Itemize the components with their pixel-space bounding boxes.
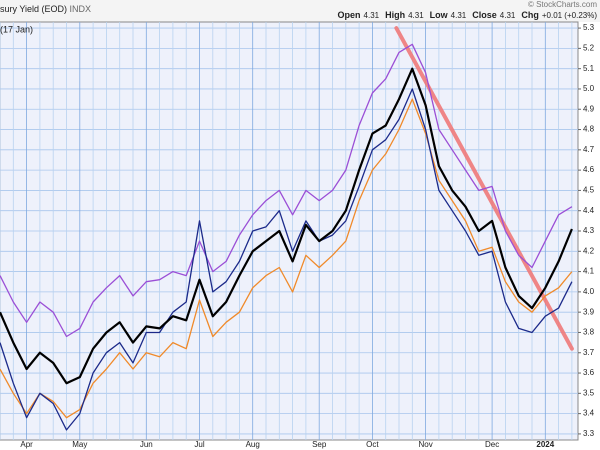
- series-line: [0, 67, 573, 385]
- y-tick-label: 4.7: [583, 145, 595, 154]
- y-tick-label: 3.6: [583, 368, 595, 377]
- copyright: © StockCharts.com: [528, 0, 597, 9]
- quote-value: +0.01 (+0.23%): [542, 11, 597, 20]
- header-bar: [0, 0, 600, 22]
- quote-value: 4.31: [500, 11, 516, 20]
- exchange: INDX: [70, 4, 92, 14]
- y-tick-label: 4.1: [583, 267, 595, 276]
- chart-title: sury Yield (EOD) INDX: [0, 4, 91, 14]
- quote-value: 4.31: [408, 11, 424, 20]
- series-line: [0, 43, 573, 338]
- y-tick-label: 3.8: [583, 328, 595, 337]
- y-tick-label: 5.2: [583, 43, 595, 52]
- y-tick-label: 3.4: [583, 409, 595, 418]
- x-tick-label: May: [72, 440, 87, 449]
- quote-label: High: [385, 10, 405, 20]
- y-tick-label: 5.3: [583, 23, 595, 32]
- x-tick-label: Jun: [140, 440, 153, 449]
- quote-label: Close: [472, 10, 497, 20]
- y-tick-label: 4.4: [583, 206, 595, 215]
- y-tick-label: 4.6: [583, 165, 595, 174]
- series-line: [0, 98, 573, 419]
- x-tick-label: Dec: [485, 440, 499, 449]
- quote-label: Low: [430, 10, 449, 20]
- x-tick-label: Sep: [312, 440, 327, 449]
- y-tick-label: 3.9: [583, 307, 595, 316]
- title: sury Yield (EOD): [0, 4, 67, 14]
- x-tick-label: Jul: [194, 440, 204, 449]
- y-tick-label: 3.5: [583, 388, 595, 397]
- y-tick-label: 4.9: [583, 104, 595, 113]
- y-tick-label: 4.0: [583, 287, 595, 296]
- y-tick-label: 5.0: [583, 84, 595, 93]
- x-tick-label: Oct: [366, 440, 379, 449]
- series-line: [0, 88, 573, 431]
- y-tick-label: 3.7: [583, 348, 595, 357]
- x-tick-label: Aug: [246, 440, 260, 449]
- y-tick-label: 4.8: [583, 125, 595, 134]
- y-tick-label: 5.1: [583, 64, 595, 73]
- quote-value: 4.31: [451, 11, 467, 20]
- y-tick-label: 3.3: [583, 429, 595, 438]
- y-tick-label: 4.2: [583, 246, 595, 255]
- quote-label: Chg: [521, 10, 539, 20]
- x-tick-label: 2024: [536, 440, 554, 449]
- date-note: (17 Jan): [0, 24, 33, 34]
- y-tick-label: 4.5: [583, 186, 595, 195]
- quote-line: Open 4.31 High 4.31 Low 4.31 Close 4.31 Chg +0.01…: [338, 10, 598, 20]
- quote-value: 4.31: [364, 11, 380, 20]
- y-tick-label: 4.3: [583, 226, 595, 235]
- x-tick-label: Apr: [20, 440, 33, 449]
- quote-label: Open: [338, 10, 361, 20]
- x-tick-label: Nov: [418, 440, 432, 449]
